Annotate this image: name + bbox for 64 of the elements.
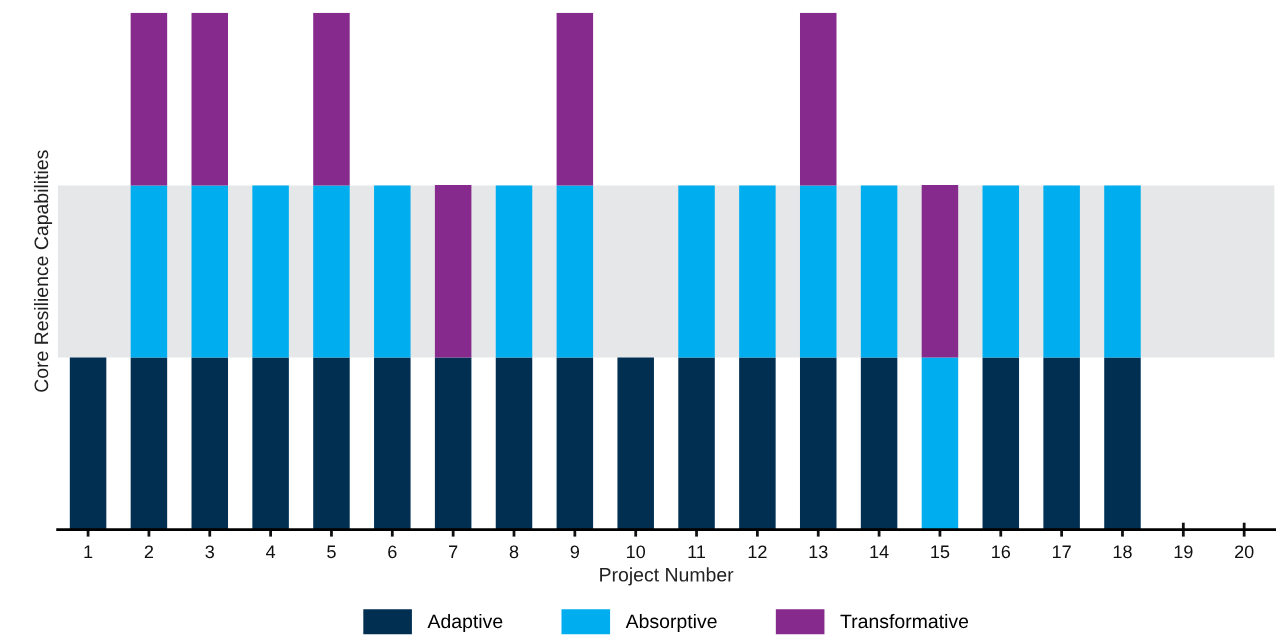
- bar: [1104, 357, 1141, 530]
- x-tick-label: 3: [205, 545, 214, 559]
- bar: [252, 185, 289, 358]
- bar: [982, 357, 1020, 530]
- bar: [434, 357, 472, 530]
- bar: [130, 12, 168, 186]
- x-tick-label: 12: [748, 545, 767, 559]
- x-tick-label: 20: [1235, 545, 1254, 559]
- x-tick-label: 4: [266, 545, 276, 559]
- bar: [678, 357, 715, 530]
- x-tick-label: 18: [1113, 545, 1132, 559]
- bar: [739, 185, 776, 358]
- x-axis-title: Project Number: [600, 567, 734, 586]
- x-tick-label: 5: [327, 545, 336, 559]
- bar: [860, 185, 898, 358]
- bar: [556, 185, 594, 358]
- bar: [921, 184, 959, 358]
- bar: [313, 357, 350, 530]
- legend-label: Transformative: [840, 613, 969, 629]
- bar: [799, 185, 837, 358]
- x-tick-label: 14: [870, 545, 889, 559]
- bar: [982, 185, 1020, 358]
- x-tick-label: 7: [449, 545, 458, 559]
- bar: [191, 185, 229, 358]
- x-tick-label: 13: [809, 545, 828, 559]
- legend-label: Adaptive: [427, 613, 503, 633]
- bar: [374, 185, 411, 358]
- bar: [495, 357, 533, 530]
- bar: [374, 357, 411, 530]
- bar: [495, 185, 533, 358]
- bar: [1043, 185, 1080, 358]
- x-tick-label: 15: [931, 545, 950, 559]
- bar: [1043, 357, 1080, 530]
- bar: [617, 357, 654, 530]
- x-tick-label: 19: [1174, 545, 1193, 559]
- bar: [130, 185, 168, 358]
- x-tick-label: 16: [992, 545, 1011, 559]
- bar: [678, 185, 715, 358]
- bar: [1104, 185, 1141, 358]
- bar: [191, 12, 229, 186]
- x-tick-label: 10: [627, 545, 646, 559]
- bar: [739, 357, 776, 530]
- bar: [799, 12, 837, 186]
- bar: [130, 357, 168, 530]
- bar: [69, 357, 107, 530]
- x-tick-label: 8: [509, 545, 519, 559]
- bar: [313, 185, 350, 358]
- bar: [191, 357, 229, 530]
- x-tick-label: 11: [688, 545, 706, 559]
- bar: [252, 357, 289, 530]
- x-tick-label: 2: [144, 545, 154, 559]
- bar: [860, 357, 898, 530]
- bar: [313, 12, 350, 186]
- bar: [556, 357, 594, 530]
- bar: [799, 357, 837, 530]
- x-tick-label: 17: [1052, 545, 1071, 559]
- bar: [921, 357, 959, 530]
- x-tick-label: 6: [388, 545, 397, 559]
- x-tick-label: 9: [570, 545, 580, 559]
- bar: [556, 12, 594, 186]
- bar: [434, 184, 472, 358]
- x-tick-label: 1: [84, 545, 93, 559]
- legend-label: Absorptive: [625, 613, 717, 633]
- y-axis-title: Core Resilience Capabilities: [33, 150, 53, 392]
